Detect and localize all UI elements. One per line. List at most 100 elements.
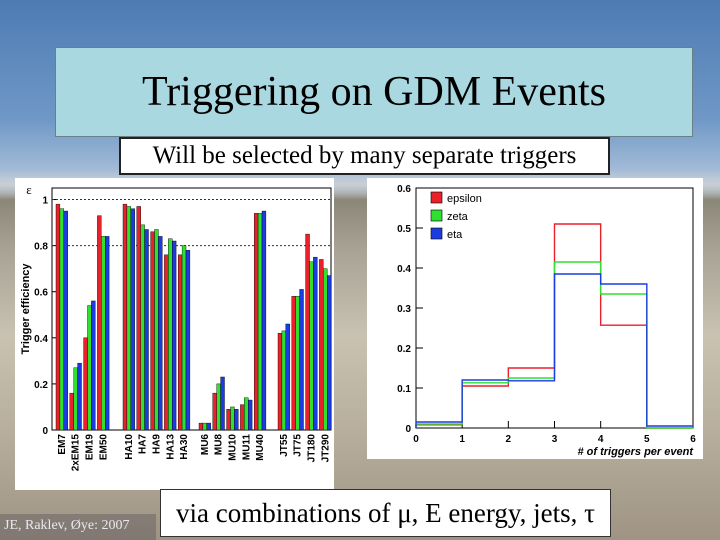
eff-category-label: MU6	[200, 434, 211, 456]
eff-y-tick-label: 0.8	[34, 242, 48, 253]
slide-title: Triggering on GDM Events	[142, 69, 606, 115]
eff-bar	[130, 208, 135, 431]
eff-bar	[164, 254, 169, 431]
eff-category-label: 2xEM15	[71, 434, 82, 472]
eff-bar	[257, 213, 263, 431]
eff-bar	[281, 330, 286, 431]
eff-category-label: MU8	[214, 434, 225, 456]
hist-y-tick-label: 0.1	[397, 384, 411, 395]
hist-x-tick-label: 4	[598, 434, 604, 445]
eff-bar	[158, 236, 163, 431]
eff-bar	[230, 406, 235, 431]
eff-y-axis-label: Trigger efficiency	[20, 263, 32, 355]
eff-category-label: MU10	[227, 434, 238, 461]
eff-bar	[73, 367, 78, 431]
efficiency-chart: 0 0.2 0.4 0.6 0.8 1 Trigger efficiency ε EM7 2xEM…	[20, 182, 332, 472]
eff-bar	[154, 229, 159, 431]
eff-bar	[319, 259, 324, 431]
hist-legend-label: epsilon	[447, 193, 482, 205]
eff-bar	[181, 245, 187, 431]
hist-y-tick-label: 0.3	[397, 304, 411, 315]
hist-x-tick-label: 1	[459, 434, 465, 445]
efficiency-chart-panel: 0 0.2 0.4 0.6 0.8 1 Trigger efficiency ε EM7 2xEM…	[15, 178, 334, 490]
hist-y-tick-label: 0.2	[397, 344, 411, 355]
eff-bar	[83, 337, 88, 431]
eff-bar	[234, 409, 239, 431]
hist-y-tick-label: 0.4	[397, 264, 411, 275]
subtitle-box: Will be selected by many separate trigge…	[119, 137, 610, 175]
hist-x-tick-label: 6	[690, 434, 696, 445]
eff-y-tick-label: 0.6	[34, 288, 48, 299]
eff-bar	[202, 422, 207, 431]
eff-bar	[168, 238, 173, 431]
eff-category-label: EM7	[57, 434, 68, 455]
eff-y-tick-label: 0.4	[34, 334, 48, 345]
eff-bar	[327, 275, 332, 431]
eff-bar	[291, 296, 296, 431]
eff-bar	[87, 305, 92, 431]
eff-bar	[299, 289, 304, 431]
eff-bar	[226, 409, 231, 431]
eff-bar	[63, 210, 68, 431]
eff-category-label: HA13	[165, 434, 176, 460]
eff-bar	[261, 210, 267, 431]
slide-subtitle: Will be selected by many separate trigge…	[152, 142, 577, 169]
eff-bar	[101, 236, 106, 431]
eff-bar	[240, 404, 245, 431]
hist-y-tick-label: 0.6	[397, 184, 411, 195]
eff-bar	[77, 362, 82, 431]
eff-bar	[91, 300, 96, 431]
hist-legend-label: zeta	[447, 211, 469, 223]
eff-y-axis-symbol: ε	[26, 182, 32, 197]
eff-category-label: HA10	[124, 434, 135, 460]
eff-bar	[220, 376, 225, 431]
eff-category-label: HA7	[138, 434, 149, 454]
hist-y-tick-label: 0.5	[397, 224, 411, 235]
eff-y-tick-label: 1	[42, 196, 48, 207]
eff-bar	[104, 236, 110, 431]
eff-bar	[59, 208, 65, 431]
eff-category-label: MU11	[241, 434, 252, 461]
eff-category-label: HA9	[151, 434, 162, 454]
eff-bar	[253, 213, 259, 431]
eff-bar	[177, 254, 183, 431]
eff-bar	[136, 206, 141, 431]
eff-bar	[206, 422, 211, 431]
eff-category-label: HA30	[179, 434, 190, 460]
eff-bar	[140, 224, 145, 431]
eff-bar	[305, 233, 310, 431]
histogram-chart: 0 0.1 0.2 0.3 0.4 0.5 0.6 0 1 2 3 4 5 6# of triggers …	[397, 184, 696, 458]
eff-category-label: JT75	[293, 434, 304, 457]
hist-x-tick-label: 0	[413, 434, 419, 445]
eff-bar	[97, 215, 102, 431]
eff-category-label: JT180	[306, 434, 317, 463]
eff-bar	[69, 392, 74, 431]
eff-category-label: JT55	[279, 434, 290, 457]
hist-legend-swatch	[430, 227, 443, 240]
hist-legend-swatch	[430, 191, 443, 204]
hist-x-axis-label: # of triggers per event	[577, 446, 694, 458]
eff-bar	[144, 229, 149, 431]
eff-y-tick-label: 0.2	[34, 380, 48, 391]
hist-y-tick-label: 0	[405, 424, 411, 435]
eff-bar	[285, 323, 290, 431]
eff-bar	[309, 261, 314, 431]
histogram-chart-panel: 0 0.1 0.2 0.3 0.4 0.5 0.6 0 1 2 3 4 5 6 # of triggers …	[367, 178, 703, 459]
eff-bar	[313, 256, 318, 431]
eff-bar	[212, 392, 217, 431]
hist-x-tick-label: 5	[644, 434, 650, 445]
hist-x-tick-label: 2	[506, 434, 512, 445]
eff-bar	[244, 397, 249, 431]
eff-category-label: EM19	[84, 434, 95, 461]
hist-x-tick-label: 3	[552, 434, 558, 445]
eff-bar	[198, 422, 204, 431]
eff-y-tick-label: 0	[42, 426, 48, 437]
eff-bar	[216, 383, 221, 431]
hist-legend-swatch	[430, 209, 443, 222]
eff-bar	[185, 250, 191, 431]
eff-category-label: EM50	[98, 434, 109, 461]
eff-category-label: MU40	[255, 434, 266, 461]
eff-bar	[126, 206, 132, 431]
hist-series-line-eta	[415, 273, 693, 428]
eff-bar	[295, 296, 300, 431]
